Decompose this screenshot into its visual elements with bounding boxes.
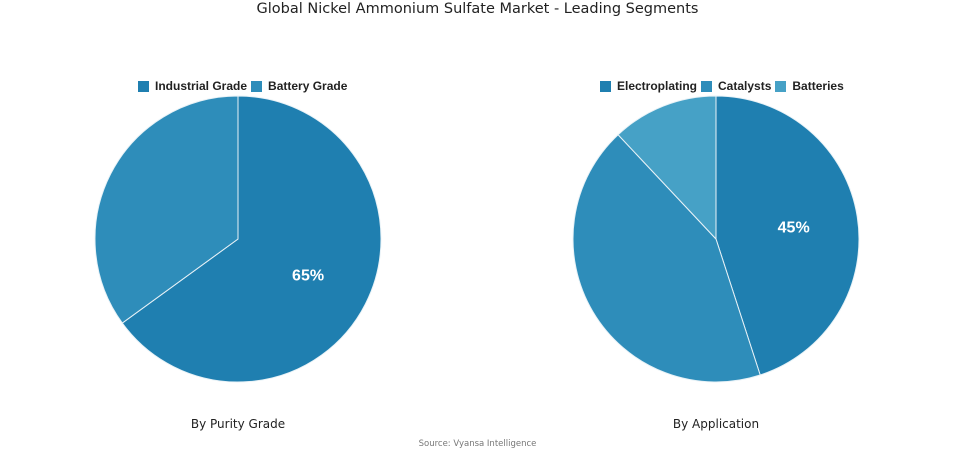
pie-subtitle-application: By Application — [672, 417, 760, 431]
legend-item-batteries[interactable]: Batteries — [775, 79, 844, 93]
legend-label: Catalysts — [718, 79, 772, 93]
legend-swatch — [138, 80, 149, 92]
legend-item-battery-grade[interactable]: Battery Grade — [251, 79, 347, 93]
legend-swatch — [600, 80, 611, 92]
legend-label: Industrial Grade — [155, 79, 248, 93]
pie-subtitle-purity-grade: By Purity Grade — [190, 417, 286, 431]
legend-swatch — [775, 80, 787, 92]
legend-label: Electroplating — [617, 79, 698, 93]
legend-item-electroplating[interactable]: Electroplating — [600, 79, 697, 93]
pie-application: 45% — [572, 95, 860, 383]
pie-slice-catalysts[interactable] — [572, 134, 761, 383]
slice-value-label: 45% — [778, 220, 810, 237]
legend-label: Batteries — [792, 79, 844, 93]
legend-swatch — [251, 80, 263, 92]
pie-slice-electroplating[interactable] — [715, 95, 860, 376]
legend-label: Battery Grade — [268, 79, 348, 93]
source-note: Source: Vyansa Intelligence — [418, 439, 537, 449]
slice-value-label: 65% — [292, 268, 324, 285]
pie-slice-battery-grade[interactable] — [94, 95, 239, 324]
legend-item-industrial-grade[interactable]: Industrial Grade — [138, 79, 247, 93]
legend-application: Electroplating Catalysts Batteries — [600, 79, 848, 93]
chart-title: Global Nickel Ammonium Sulfate Market - … — [256, 1, 699, 17]
legend-swatch — [701, 80, 713, 92]
pie-slice-batteries[interactable] — [617, 95, 717, 241]
legend-purity-grade: Industrial Grade Battery Grade — [138, 79, 351, 93]
legend-item-catalysts[interactable]: Catalysts — [701, 79, 771, 93]
pie-slice-industrial-grade[interactable] — [121, 95, 382, 383]
pie-purity-grade: 65% — [94, 95, 382, 383]
